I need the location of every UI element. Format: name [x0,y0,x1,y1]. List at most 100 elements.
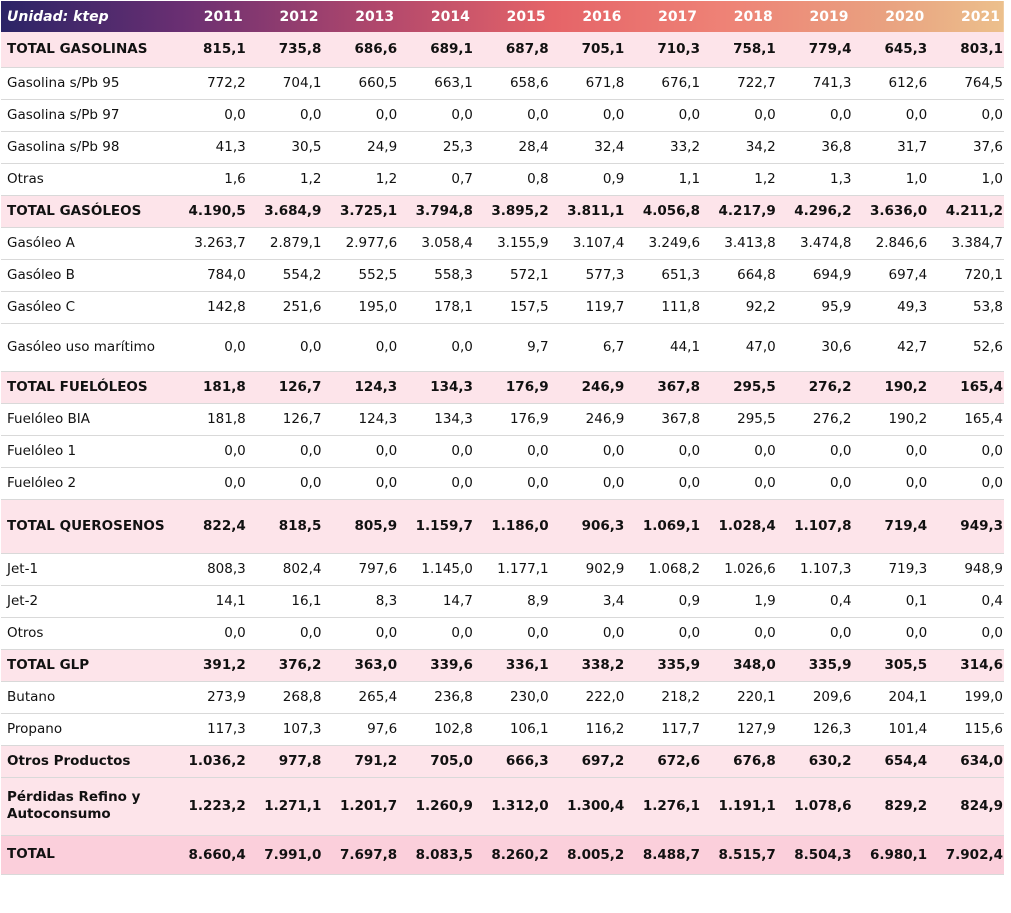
cell-value: 663,1 [398,67,474,100]
cell-value: 1.191,1 [701,777,777,836]
row-label: Fuelóleo 2 [1,467,172,500]
table-row: Gasóleo B 784,0 554,2 552,5 558,3 572,1 577,3 6… [1,259,1004,292]
row-label: Gasóleo A [1,227,172,260]
cell-value: 660,5 [322,67,399,100]
row-label: TOTAL QUEROSENOS [1,499,172,554]
table-row: Jet-2 14,1 16,1 8,3 14,7 8,9 3,4 0,9 1,9 0,4 0,1 0,… [1,585,1004,618]
cell-value: 1,1 [625,163,702,196]
cell-value: 1.271,1 [246,777,323,836]
cell-value: 8,3 [322,585,399,618]
cell-value: 195,0 [322,291,399,324]
cell-value: 8.488,7 [625,835,702,875]
cell-value: 0,0 [246,323,323,372]
table-row: Gasolina s/Pb 97 0,0 0,0 0,0 0,0 0,0 0,0 0,0 0,0… [1,99,1004,132]
cell-value: 1.068,2 [625,553,702,586]
cell-value: 1,0 [928,163,1004,196]
cell-value: 276,2 [776,371,853,404]
cell-value: 3.636,0 [852,195,929,228]
row-label: Gasolina s/Pb 97 [1,99,172,132]
cell-value: 802,4 [246,553,323,586]
total-row: TOTAL GLP 391,2 376,2 363,0 339,6 336,1 338,2 3… [1,649,1004,682]
cell-value: 803,1 [928,32,1004,68]
row-label: Fuelóleo BIA [1,403,172,436]
cell-value: 134,3 [398,403,474,436]
total-row: TOTAL GASOLINAS 815,1 735,8 686,6 689,1 687,8… [1,32,1004,68]
cell-value: 126,7 [246,371,323,404]
cell-value: 0,0 [246,617,323,650]
cell-value: 6,7 [549,323,626,372]
year-header: 2020 [885,8,925,25]
cell-value: 0,0 [701,435,777,468]
unit-label: Unidad: ktep [7,8,109,25]
cell-value: 199,0 [928,681,1004,714]
cell-value: 0,0 [246,467,323,500]
table-header-row: Unidad: ktep 2011 2012 2013 2014 2015 20… [1,1,1004,32]
cell-value: 630,2 [776,745,853,778]
cell-value: 0,0 [322,323,399,372]
cell-value: 335,9 [625,649,702,682]
cell-value: 735,8 [246,32,323,68]
cell-value: 1,2 [701,163,777,196]
cell-value: 3.684,9 [246,195,323,228]
cell-value: 47,0 [701,323,777,372]
cell-value: 157,5 [473,291,550,324]
cell-value: 363,0 [322,649,399,682]
cell-value: 1.078,6 [776,777,853,836]
cell-value: 0,0 [928,467,1004,500]
cell-value: 0,0 [776,467,853,500]
cell-value: 791,2 [322,745,399,778]
cell-value: 1,6 [171,163,247,196]
total-row: TOTAL GASÓLEOS 4.190,5 3.684,9 3.725,1 3.794… [1,195,1004,228]
cell-value: 3.725,1 [322,195,399,228]
cell-value: 0,0 [928,617,1004,650]
cell-value: 335,9 [776,649,853,682]
cell-value: 8.005,2 [549,835,626,875]
cell-value: 0,0 [171,435,247,468]
cell-value: 7.991,0 [246,835,323,875]
cell-value: 902,9 [549,553,626,586]
cell-value: 338,2 [549,649,626,682]
cell-value: 0,0 [549,99,626,132]
cell-value: 0,0 [928,435,1004,468]
cell-value: 367,8 [625,403,702,436]
cell-value: 1,2 [322,163,399,196]
cell-value: 190,2 [852,403,929,436]
cell-value: 697,2 [549,745,626,778]
cell-value: 230,0 [473,681,550,714]
cell-value: 705,0 [398,745,474,778]
cell-value: 295,5 [701,371,777,404]
cell-value: 2.977,6 [322,227,399,260]
cell-value: 268,8 [246,681,323,714]
cell-value: 0,1 [852,585,929,618]
cell-value: 107,3 [246,713,323,746]
cell-value: 1.186,0 [473,499,550,554]
cell-value: 276,2 [776,403,853,436]
cell-value: 779,4 [776,32,853,68]
cell-value: 34,2 [701,131,777,164]
row-label: Gasóleo C [1,291,172,324]
cell-value: 3.155,9 [473,227,550,260]
energy-consumption-table: Unidad: ktep 2011 2012 2013 2014 2015 20… [1,1,1004,875]
row-label: Butano [1,681,172,714]
year-header: 2011 [203,8,243,25]
cell-value: 671,8 [549,67,626,100]
cell-value: 577,3 [549,259,626,292]
year-header: 2017 [658,8,698,25]
cell-value: 4.296,2 [776,195,853,228]
cell-value: 664,8 [701,259,777,292]
cell-value: 116,2 [549,713,626,746]
cell-value: 126,3 [776,713,853,746]
cell-value: 705,1 [549,32,626,68]
cell-value: 554,2 [246,259,323,292]
cell-value: 0,0 [852,617,929,650]
cell-value: 1.107,8 [776,499,853,554]
year-header: 2014 [430,8,470,25]
cell-value: 1.145,0 [398,553,474,586]
cell-value: 3.107,4 [549,227,626,260]
cell-value: 115,6 [928,713,1004,746]
cell-value: 552,5 [322,259,399,292]
cell-value: 3.474,8 [776,227,853,260]
cell-value: 37,6 [928,131,1004,164]
cell-value: 0,0 [625,99,702,132]
cell-value: 0,0 [398,435,474,468]
